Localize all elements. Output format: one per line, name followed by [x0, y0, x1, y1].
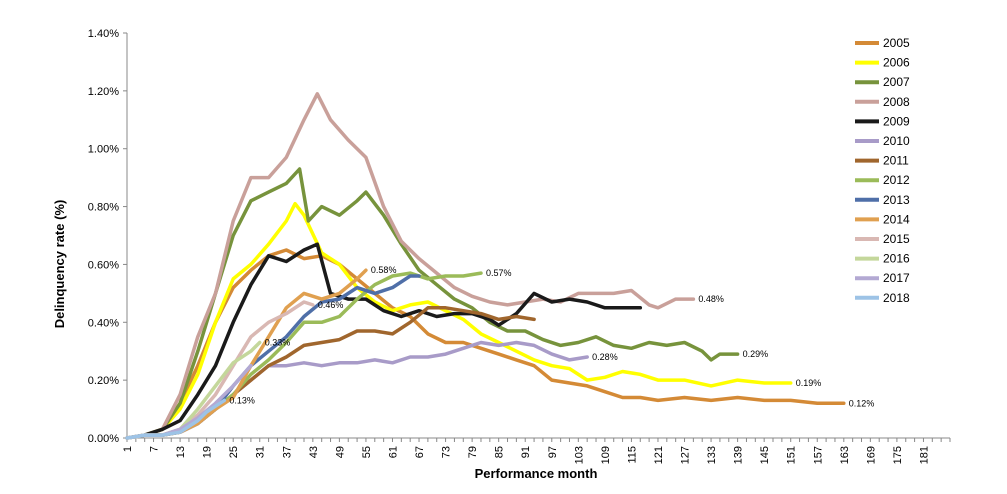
series-line-2008 [125, 92, 696, 440]
x-tick-label: 49 [334, 446, 346, 458]
y-axis-title: Delinquency rate (%) [52, 200, 67, 329]
end-label-2014: 0.58% [371, 265, 397, 275]
end-labels: 0.12% 0.19% 0.29% 0.48% 0.28% 0.57% 0.58% 0.46%… [229, 265, 874, 408]
x-tick-label: 121 [653, 446, 665, 464]
x-axis-title: Performance month [475, 466, 598, 481]
end-label-2005: 0.12% [849, 398, 875, 408]
legend-label-2017: 2017 [883, 271, 910, 285]
end-label-2008: 0.48% [698, 294, 724, 304]
x-tick-label: 151 [786, 446, 798, 464]
x-tick-label: 61 [387, 446, 399, 458]
y-tick-label: 1.20% [88, 86, 119, 98]
x-tick-label: 7 [149, 446, 161, 452]
x-tick-label: 139 [733, 446, 745, 464]
end-label-2007: 0.29% [743, 349, 769, 359]
series-lines [125, 92, 846, 440]
y-tick-label: 0.60% [88, 259, 119, 271]
end-label-2016: 0.33% [265, 338, 291, 348]
x-tick-label: 31 [255, 446, 267, 458]
legend-label-2018: 2018 [883, 291, 910, 305]
series-line-2009 [125, 242, 643, 440]
legend-label-2007: 2007 [883, 75, 910, 89]
legend-label-2009: 2009 [883, 114, 910, 128]
x-tick-label: 79 [467, 446, 479, 458]
end-label-2012: 0.57% [486, 268, 512, 278]
x-tick-label: 97 [547, 446, 559, 458]
legend-label-2015: 2015 [883, 232, 910, 246]
series-line-2015 [125, 300, 315, 440]
y-tick-label: 1.40% [88, 28, 119, 40]
x-tick-label: 103 [573, 446, 585, 464]
series-line-2005 [125, 248, 846, 440]
x-tick-label: 157 [812, 446, 824, 464]
legend-label-2008: 2008 [883, 95, 910, 109]
series-line-2006 [125, 201, 793, 440]
x-tick-label: 109 [600, 446, 612, 464]
end-label-2006: 0.19% [796, 378, 822, 388]
y-tick-label: 0.20% [88, 375, 119, 387]
x-tick-label: 55 [361, 446, 373, 458]
legend-label-2006: 2006 [883, 56, 910, 70]
x-tick-label: 73 [441, 446, 453, 458]
x-tick-label: 85 [494, 446, 506, 458]
legend-label-2014: 2014 [883, 212, 910, 226]
legend-label-2013: 2013 [883, 193, 910, 207]
legend: 2005 2006 2007 2008 2009 2010 2011 2012 2013 2014… [855, 36, 910, 305]
legend-label-2012: 2012 [883, 173, 910, 187]
y-tick-label: 0.80% [88, 202, 119, 214]
x-tick-label: 13 [175, 446, 187, 458]
x-tick-label: 19 [202, 446, 214, 458]
x-tick-label: 25 [228, 446, 240, 458]
y-axis-ticks: 0.00% 0.20% 0.40% 0.60% 0.80% 1.00% 1.20% 1.40% [88, 28, 127, 445]
series-line-2018 [125, 398, 227, 440]
end-label-2018: 0.13% [229, 395, 255, 405]
x-tick-label: 133 [706, 446, 718, 464]
legend-label-2005: 2005 [883, 36, 910, 50]
legend-label-2011: 2011 [883, 154, 909, 168]
y-tick-label: 1.00% [88, 144, 119, 156]
x-tick-label: 127 [680, 446, 692, 464]
x-tick-label: 43 [308, 446, 320, 458]
y-tick-label: 0.00% [88, 433, 119, 445]
end-label-2015: 0.46% [318, 300, 344, 310]
x-tick-label: 91 [520, 446, 532, 458]
legend-label-2010: 2010 [883, 134, 910, 148]
x-tick-label: 1 [122, 446, 134, 452]
x-tick-label: 145 [759, 446, 771, 464]
legend-label-2016: 2016 [883, 252, 910, 266]
x-tick-label: 67 [414, 446, 426, 458]
x-tick-label: 169 [865, 446, 877, 464]
x-tick-label: 115 [626, 446, 638, 464]
x-tick-label: 175 [892, 446, 904, 464]
end-label-2010: 0.28% [592, 352, 618, 362]
y-tick-label: 0.40% [88, 317, 119, 329]
x-tick-label: 37 [281, 446, 293, 458]
x-tick-label: 181 [918, 446, 930, 464]
x-tick-label: 163 [839, 446, 851, 464]
x-axis-ticks: 1 7 13 19 25 31 37 43 49 55 61 67 73 79 85 91 97 103 109 11… [122, 438, 951, 464]
